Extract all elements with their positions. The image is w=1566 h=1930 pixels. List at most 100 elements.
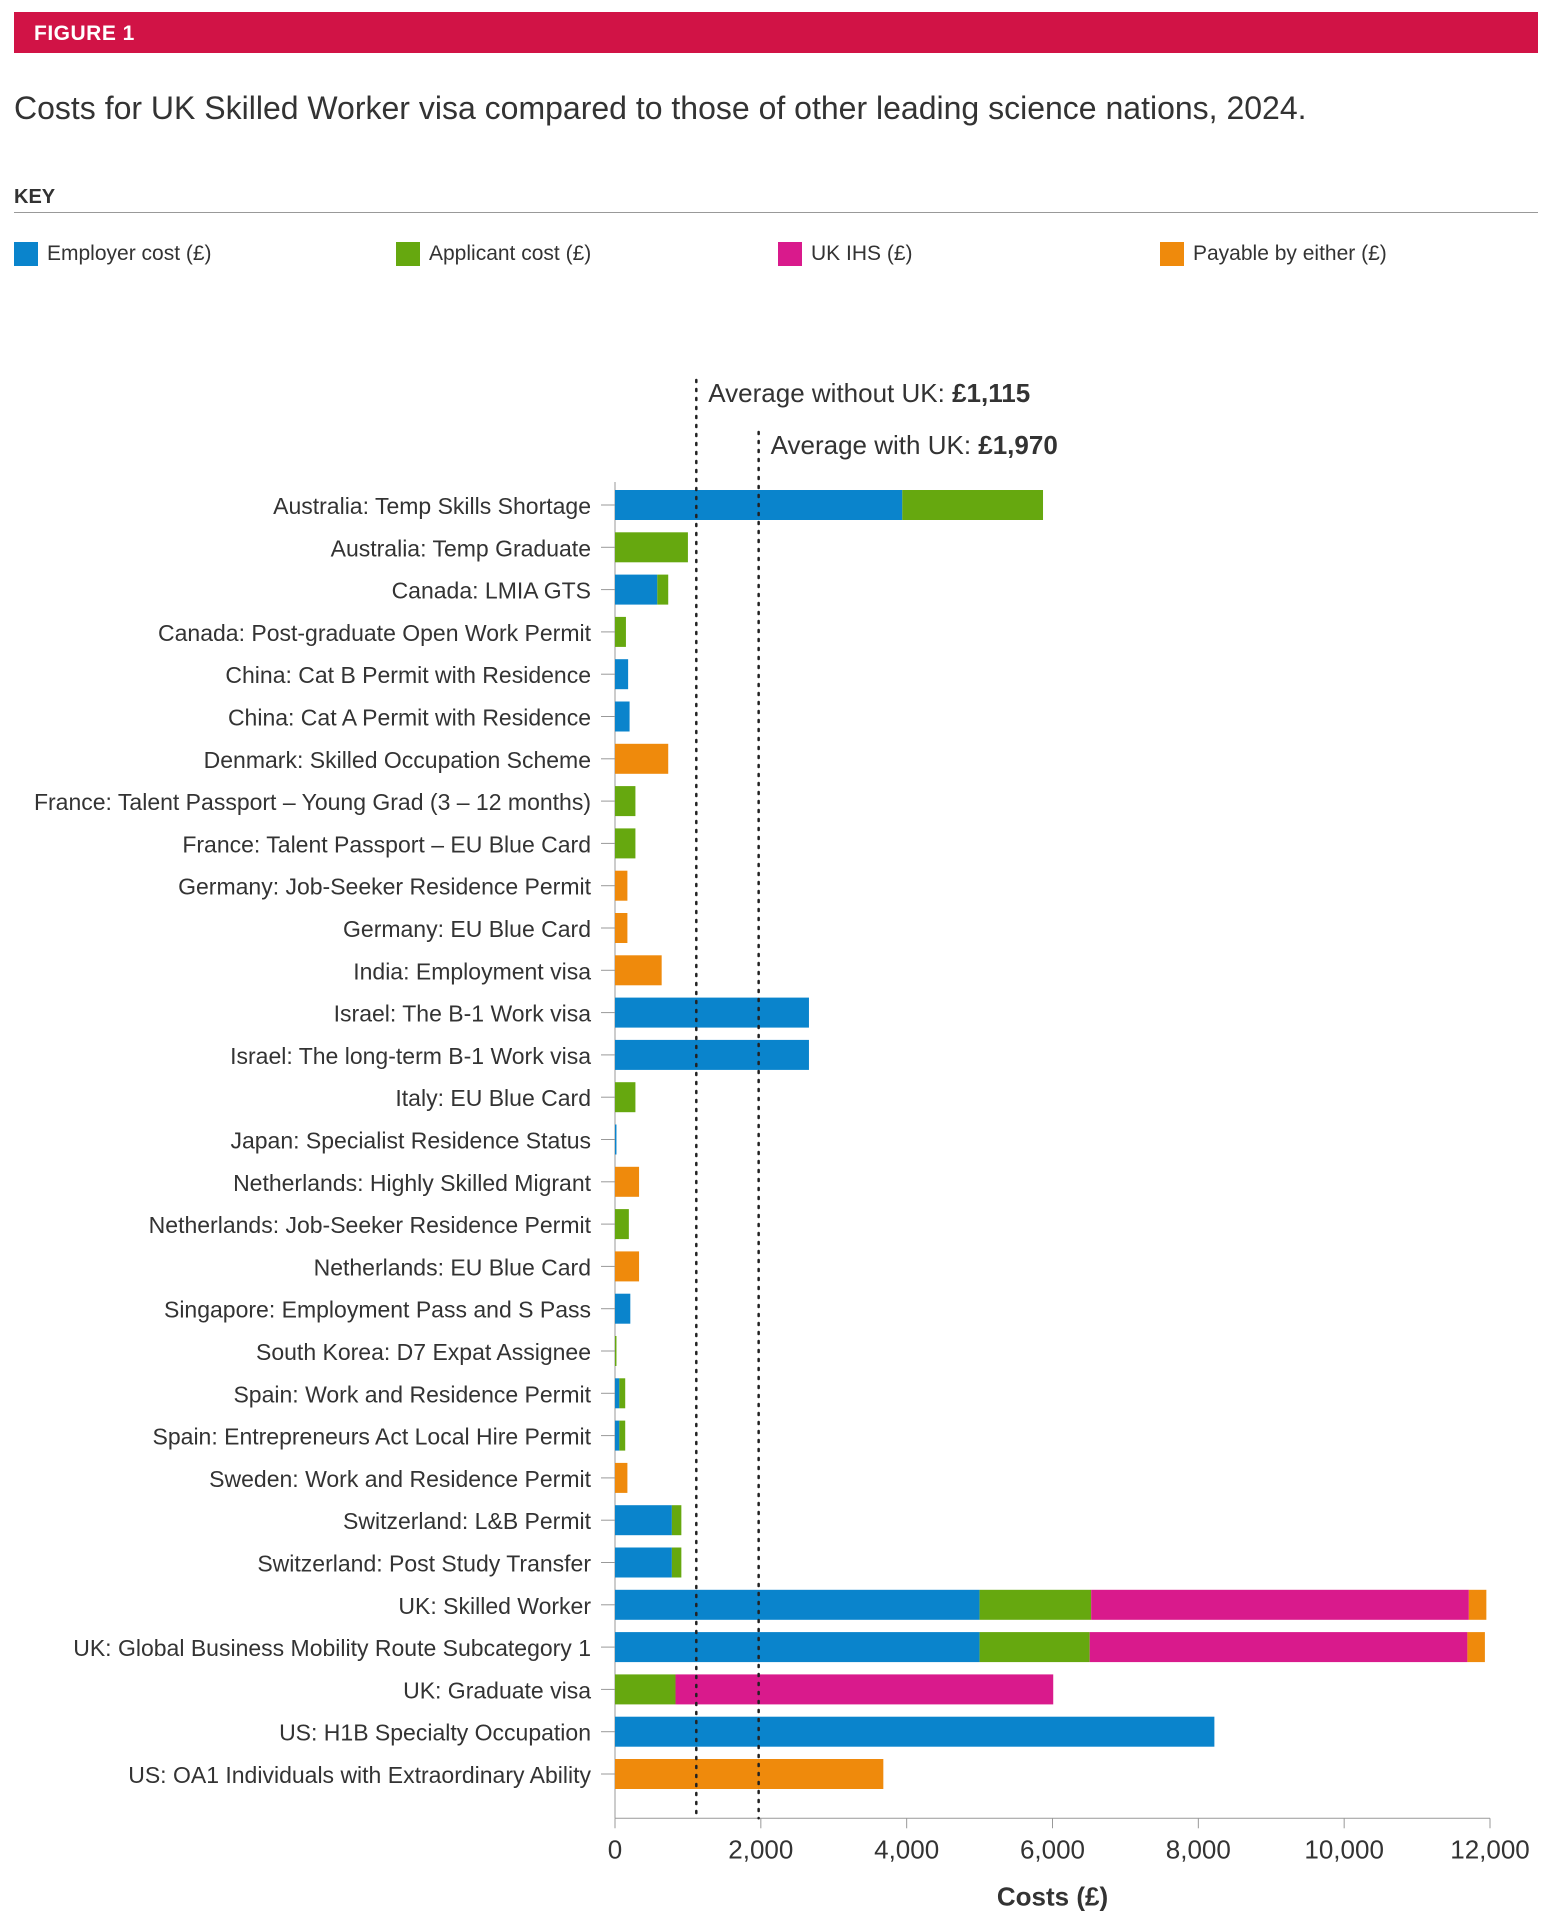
x-tick-label: 10,000	[1304, 1834, 1384, 1864]
bar-segment	[671, 1547, 682, 1578]
category-label: France: Talent Passport – EU Blue Card	[182, 831, 591, 857]
category-label: Singapore: Employment Pass and S Pass	[164, 1297, 591, 1323]
category-label: Denmark: Skilled Occupation Scheme	[204, 747, 591, 773]
legend-swatch-applicant	[396, 242, 420, 266]
bar-segment	[615, 701, 630, 732]
bar-segment	[671, 1505, 682, 1536]
bar-segment	[979, 1632, 1090, 1663]
bar-segment	[615, 574, 658, 605]
legend-swatch-ihs	[778, 242, 802, 266]
legend-item-ihs: UK IHS (£)	[778, 242, 913, 266]
bar-segment	[615, 1420, 620, 1451]
category-label: Switzerland: L&B Permit	[343, 1508, 592, 1534]
bar-segment	[615, 913, 628, 943]
figure-label: FIGURE 1	[34, 22, 135, 45]
average-reference-label: Average without UK: £1,115	[708, 378, 1030, 408]
chart-title: Costs for UK Skilled Worker visa compare…	[14, 90, 1307, 126]
bar-segment	[615, 1082, 636, 1113]
category-label: Canada: LMIA GTS	[392, 578, 591, 604]
category-label: Canada: Post-graduate Open Work Permit	[158, 620, 592, 646]
bar-segment	[615, 1716, 1215, 1747]
category-label: Australia: Temp Graduate	[331, 535, 591, 561]
figure-header-bar: FIGURE 1	[14, 12, 1538, 53]
category-label: Italy: EU Blue Card	[395, 1085, 591, 1111]
x-axis-label: Costs (£)	[997, 1881, 1108, 1911]
category-label: US: H1B Specialty Occupation	[279, 1720, 591, 1746]
bar-segment	[675, 1674, 1054, 1705]
legend-label-applicant: Applicant cost (£)	[429, 242, 592, 265]
category-label: Germany: EU Blue Card	[343, 916, 591, 942]
category-label: China: Cat B Permit with Residence	[225, 662, 591, 688]
bar-segment	[615, 1039, 809, 1070]
category-label: Israel: The B-1 Work visa	[334, 1001, 592, 1027]
category-label: Sweden: Work and Residence Permit	[209, 1466, 591, 1492]
category-label: UK: Skilled Worker	[398, 1593, 591, 1619]
bar-segment	[615, 1209, 629, 1240]
legend-item-employer: Employer cost (£)	[14, 242, 212, 266]
x-tick-label: 12,000	[1450, 1834, 1530, 1864]
bar-segment	[615, 1124, 617, 1155]
key-heading: KEY	[14, 186, 56, 208]
legend-label-either: Payable by either (£)	[1193, 242, 1387, 265]
legend-item-either: Payable by either (£)	[1160, 242, 1387, 266]
category-label: UK: Global Business Mobility Route Subca…	[73, 1635, 591, 1661]
category-label: India: Employment visa	[353, 958, 591, 984]
x-tick-label: 0	[608, 1834, 622, 1864]
bar-segment	[615, 1632, 980, 1663]
category-label: China: Cat A Permit with Residence	[228, 705, 591, 731]
bar-segment	[1468, 1589, 1487, 1620]
bar-segment	[615, 870, 628, 901]
category-label: Netherlands: Job-Seeker Residence Permit	[149, 1212, 592, 1238]
legend-label-ihs: UK IHS (£)	[811, 242, 913, 265]
bar-segment	[615, 997, 809, 1028]
bar-segment	[979, 1589, 1092, 1620]
bar-segment	[615, 1547, 672, 1578]
bar-segment	[615, 616, 626, 647]
bar-segment	[615, 532, 688, 563]
category-label: France: Talent Passport – Young Grad (3 …	[34, 789, 591, 815]
category-label: US: OA1 Individuals with Extraordinary A…	[128, 1762, 591, 1788]
bar-segment	[615, 1293, 631, 1324]
bar-segment	[615, 743, 669, 774]
average-reference-label: Average with UK: £1,970	[771, 430, 1058, 460]
category-label: Germany: Job-Seeker Residence Permit	[178, 874, 591, 900]
category-label: Israel: The long-term B-1 Work visa	[230, 1043, 591, 1069]
x-tick-label: 2,000	[728, 1834, 793, 1864]
x-tick-label: 4,000	[874, 1834, 939, 1864]
bar-segment	[619, 1420, 626, 1451]
bar-segment	[615, 1505, 672, 1536]
category-label: Spain: Work and Residence Permit	[233, 1381, 591, 1407]
category-label: Netherlands: Highly Skilled Migrant	[233, 1170, 592, 1196]
legend-item-applicant: Applicant cost (£)	[396, 242, 591, 266]
bar-segment	[615, 1378, 620, 1409]
category-label: Netherlands: EU Blue Card	[314, 1254, 591, 1280]
category-label: Switzerland: Post Study Transfer	[257, 1551, 591, 1577]
category-label: South Korea: D7 Expat Assignee	[256, 1339, 591, 1365]
bar-segment	[902, 490, 1044, 520]
category-label: Spain: Entrepreneurs Act Local Hire Perm…	[153, 1424, 592, 1450]
bar-segment	[1467, 1632, 1485, 1663]
bar-segment	[657, 574, 669, 605]
bar-segment	[619, 1378, 626, 1409]
bar-segment	[615, 1759, 884, 1789]
bar-segment	[615, 1462, 628, 1493]
bar-segment	[615, 786, 636, 817]
bar-segment	[615, 955, 662, 986]
bar-segment	[615, 1166, 640, 1197]
category-label: Japan: Specialist Residence Status	[230, 1128, 591, 1154]
category-label: UK: Graduate visa	[403, 1677, 591, 1703]
legend-label-employer: Employer cost (£)	[47, 242, 212, 265]
bar-segment	[615, 828, 636, 859]
key-divider	[14, 212, 1538, 213]
bar-segment	[615, 1336, 617, 1366]
bar-segment	[615, 1674, 676, 1705]
bar-segment	[1089, 1632, 1468, 1663]
bar-segment	[615, 1251, 640, 1282]
legend-swatch-either	[1160, 242, 1184, 266]
bar-segment	[1091, 1589, 1469, 1620]
x-tick-label: 8,000	[1166, 1834, 1231, 1864]
x-tick-label: 6,000	[1020, 1834, 1085, 1864]
bar-segment	[615, 1589, 980, 1620]
bar-segment	[615, 659, 629, 690]
